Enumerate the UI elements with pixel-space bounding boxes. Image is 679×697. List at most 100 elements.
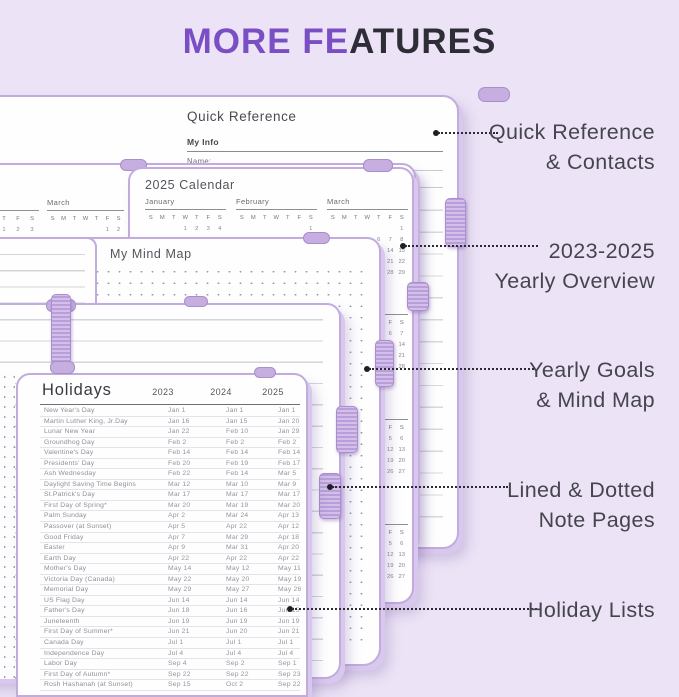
feature-label-holiday-lists: Holiday Lists <box>528 595 655 625</box>
holiday-row: Canada Day Jul 1 Jul 1 Jul 1 <box>40 638 300 649</box>
day-number: 4 <box>218 226 222 232</box>
holiday-row: New Year's Day Jan 1 Jan 1 Jan 1 <box>40 406 300 417</box>
holiday-date: Jan 29 <box>278 428 300 436</box>
day-number: 8 <box>400 237 404 243</box>
holiday-date: Apr 22 <box>226 554 248 562</box>
holiday-date: Jan 16 <box>168 417 190 425</box>
day-header: T <box>376 215 381 221</box>
day-number <box>69 225 80 236</box>
holiday-date: Jun 14 <box>168 596 190 604</box>
month-name: February <box>236 197 317 210</box>
day-number: 27 <box>398 574 405 580</box>
day-header: F <box>206 215 211 221</box>
holiday-name: First Day of Autumn* <box>44 670 111 678</box>
day-number: 14 <box>398 342 405 348</box>
day-number: 1 <box>183 226 187 232</box>
month-name: March <box>327 197 408 210</box>
holiday-date: Feb 14 <box>226 470 249 478</box>
day-number <box>396 583 408 594</box>
day-number: 6 <box>388 331 392 337</box>
page-title: MORE FEATURES <box>0 22 679 62</box>
holiday-date: Jan 22 <box>168 428 190 436</box>
holiday-row: Easter Apr 9 Mar 31 Apr 20 <box>40 543 300 554</box>
holiday-name: First Day of Spring* <box>44 501 107 509</box>
day-number: 1 <box>400 226 404 232</box>
holiday-name: US Flag Day <box>44 596 85 604</box>
day-number: 19 <box>387 458 394 464</box>
pen-loop <box>319 473 341 519</box>
holiday-row: Ash Wednesday Feb 22 Feb 14 Mar 5 <box>40 469 300 480</box>
day-number <box>248 224 260 235</box>
day-header: S <box>116 216 121 222</box>
day-number <box>385 583 397 594</box>
holiday-date: Mar 29 <box>226 533 249 541</box>
holiday-date: Feb 22 <box>168 470 191 478</box>
day-number <box>339 224 351 235</box>
holiday-date: Sep 22 <box>226 670 249 678</box>
holiday-row: First Day of Spring* Mar 20 Mar 19 Mar 20 <box>40 501 300 512</box>
holiday-name: Earth Day <box>44 554 77 562</box>
holiday-row: Mother's Day May 14 May 12 May 11 <box>40 564 301 575</box>
month-name: March <box>47 198 124 211</box>
holiday-name: Lunar New Year <box>44 428 96 436</box>
holiday-name: Daylight Saving Time Begins <box>44 480 136 488</box>
holiday-date: Jun 19 <box>168 617 190 625</box>
holiday-date: Sep 1 <box>278 660 297 668</box>
holiday-date: Apr 2 <box>168 512 186 520</box>
day-number: 26 <box>387 574 394 580</box>
holiday-date: Feb 2 <box>226 438 245 446</box>
day-number <box>396 373 408 384</box>
elastic-tab <box>363 159 393 172</box>
elastic-tab <box>254 367 276 378</box>
holiday-date: May 20 <box>226 575 250 583</box>
holiday-row: Father's Day Jun 18 Jun 16 Jun 15 <box>40 606 300 617</box>
day-number: 28 <box>387 270 394 276</box>
holiday-date: Mar 17 <box>278 491 301 499</box>
day-number: 29 <box>398 270 405 276</box>
holiday-name: Canada Day <box>44 639 84 647</box>
day-header: S <box>330 215 335 221</box>
holiday-date: Jun 21 <box>278 628 300 636</box>
day-number: 1 <box>309 226 313 232</box>
holiday-date: Jan 15 <box>226 417 248 425</box>
month-name: January <box>145 197 226 210</box>
holiday-date: Sep 22 <box>278 681 301 689</box>
day-header: F <box>16 216 20 222</box>
holiday-date: Apr 18 <box>278 533 300 541</box>
holidays-title: Holidays <box>42 381 112 399</box>
day-number: 12 <box>387 552 394 558</box>
holiday-date: Mar 5 <box>278 470 297 478</box>
day-header: F <box>388 215 393 221</box>
holiday-row: Memorial Day May 29 May 27 May 26 <box>40 585 301 596</box>
day-number <box>47 225 58 236</box>
connector-line <box>369 368 534 370</box>
holiday-row: Juneteenth Jun 19 Jun 19 Jun 19 <box>40 617 300 628</box>
holiday-date: Sep 23 <box>278 670 301 678</box>
holiday-date: Mar 10 <box>226 480 249 488</box>
elastic-tab <box>303 232 330 244</box>
day-header: F <box>297 215 302 221</box>
connector-line <box>332 486 508 488</box>
day-number: 7 <box>388 237 392 243</box>
holiday-name: Passover (at Sunset) <box>44 523 112 531</box>
label-line: Yearly Goals <box>529 358 655 382</box>
holiday-row: Daylight Saving Time Begins Mar 12 Mar 10 M… <box>40 480 300 491</box>
holiday-date: Apr 13 <box>278 512 300 520</box>
holiday-date: Jun 20 <box>226 628 248 636</box>
month-name <box>0 198 39 211</box>
day-number: 21 <box>387 259 394 265</box>
day-header: T <box>72 216 77 222</box>
day-number <box>385 224 397 235</box>
day-number: 27 <box>398 469 405 475</box>
day-header: S <box>399 215 404 221</box>
label-line: & Mind Map <box>536 388 655 412</box>
day-header: T <box>94 216 99 222</box>
day-number <box>58 225 69 236</box>
day-number: 7 <box>400 331 404 337</box>
day-number <box>373 224 385 235</box>
feature-label-note-pages: Lined & Dotted Note Pages <box>507 475 655 535</box>
day-header: T <box>262 215 267 221</box>
holiday-date: Mar 20 <box>168 501 191 509</box>
title-rest: ATURES <box>349 22 497 61</box>
day-number <box>236 224 248 235</box>
